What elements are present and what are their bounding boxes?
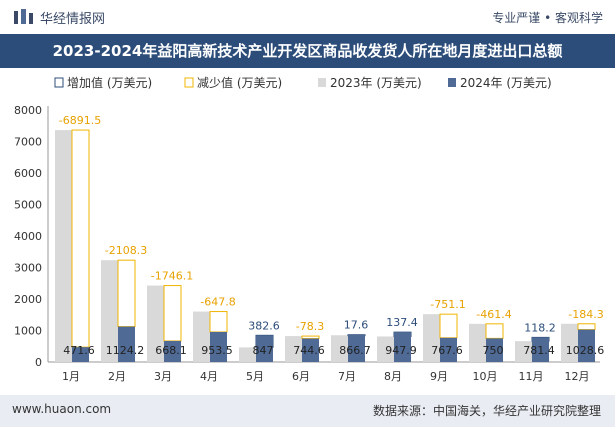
data-label-change: -1746.1 <box>151 270 193 283</box>
bar-2023 <box>285 336 302 362</box>
bar-change <box>209 311 228 333</box>
bar-2023 <box>377 336 394 362</box>
y-tick-label: 5000 <box>14 199 42 212</box>
bar-change <box>117 259 136 328</box>
legend-label: 减少值 (万美元) <box>197 75 282 90</box>
bar-2023 <box>423 314 440 362</box>
bar-2023 <box>469 323 486 362</box>
bar-2024 <box>348 334 365 362</box>
data-label-2024: 947.9 <box>385 344 417 357</box>
brand-logo-icon <box>14 9 33 24</box>
bar-2023 <box>101 260 118 362</box>
y-tick-label: 4000 <box>14 230 42 243</box>
y-tick-label: 8000 <box>14 104 42 117</box>
data-label-change: -461.4 <box>476 308 511 321</box>
x-tick-label: 9月 <box>430 370 448 383</box>
data-label-change: -751.1 <box>430 298 465 311</box>
data-label-2024: 781.4 <box>523 344 555 357</box>
bar-2023 <box>193 311 210 362</box>
x-tick-label: 11月 <box>519 370 544 383</box>
data-label-change: -184.3 <box>568 308 603 321</box>
title-bar <box>0 34 615 68</box>
legend-swatch-decrease <box>184 77 194 88</box>
bar-2024 <box>578 329 595 362</box>
y-tick-label: 7000 <box>14 136 42 149</box>
data-label-change: -78.3 <box>296 320 324 333</box>
bar-2024 <box>486 338 503 362</box>
bar-2024 <box>256 335 273 362</box>
data-label-2024: 953.5 <box>201 344 233 357</box>
x-tick-label: 10月 <box>473 370 498 383</box>
x-tick-label: 1月 <box>62 370 80 383</box>
footer-site[interactable]: www.huaon.com <box>12 402 112 416</box>
bar-2023 <box>561 323 578 362</box>
y-tick-label: 0 <box>35 356 42 369</box>
legend-swatch-2024 <box>448 78 456 87</box>
bar-2023 <box>331 335 348 362</box>
bar-2024 <box>118 326 135 362</box>
bar-2024 <box>72 347 89 362</box>
x-tick-label: 6月 <box>292 370 310 383</box>
bar-2023 <box>55 130 72 362</box>
data-label-change: 137.4 <box>386 316 418 329</box>
bar-2024 <box>164 340 181 362</box>
data-label-2024: 866.7 <box>339 344 371 357</box>
bar-change <box>163 285 182 342</box>
slogan: 专业严谨 • 客观科学 <box>492 11 603 25</box>
x-tick-label: 4月 <box>200 370 218 383</box>
chart: 0 1000 2000 3000 4000 5000 6000 7000 8000 增加值 (万美… <box>14 75 605 383</box>
data-label-2024: 847 <box>253 344 274 357</box>
bar-change <box>577 323 596 331</box>
data-label-change: -2108.3 <box>105 244 147 257</box>
data-label-2024: 471.6 <box>63 344 95 357</box>
legend-label: 增加值 (万美元) <box>67 75 152 90</box>
chart-title: 2023-2024年益阳高新技术产业开发区商品收发货人所在地月度进出口总额 <box>52 42 563 60</box>
footer-bar <box>0 395 615 427</box>
y-tick-label: 2000 <box>14 293 42 306</box>
data-label-2024: 1124.2 <box>106 344 145 357</box>
bar-2024 <box>394 332 411 362</box>
bar-2023 <box>515 341 532 362</box>
bar-2024 <box>440 337 457 362</box>
legend-swatch-2023 <box>318 78 326 87</box>
legend-label: 2024年 (万美元) <box>460 76 552 90</box>
x-tick-label: 7月 <box>338 370 356 383</box>
x-tick-label: 2月 <box>108 370 126 383</box>
x-tick-label: 12月 <box>565 370 590 383</box>
data-label-2024: 1028.6 <box>566 344 605 357</box>
data-label-2024: 744.6 <box>293 344 325 357</box>
bar-2024 <box>210 331 227 362</box>
y-tick-label: 3000 <box>14 262 42 275</box>
brand-name: 华经情报网 <box>40 12 106 27</box>
bar-2023 <box>147 285 164 362</box>
y-tick-label: 6000 <box>14 167 42 180</box>
data-label-change: 17.6 <box>344 319 369 332</box>
data-label-change: -6891.5 <box>59 114 101 127</box>
header-bar: 华经情报网 专业严谨 • 客观科学 <box>0 0 615 34</box>
footer-source: 数据来源：中国海关，华经产业研究院整理 <box>372 404 601 418</box>
y-tick-label: 1000 <box>14 325 42 338</box>
data-label-2024: 767.6 <box>431 344 463 357</box>
bar-change <box>301 335 320 340</box>
bar-change <box>71 129 90 348</box>
x-tick-label: 3月 <box>154 370 172 383</box>
data-label-2024: 668.1 <box>155 344 187 357</box>
bar-change <box>485 323 504 339</box>
legend-swatch-increase <box>54 77 64 88</box>
data-label-change: 118.2 <box>524 321 556 334</box>
legend-label: 2023年 (万美元) <box>330 76 422 90</box>
bar-change <box>439 313 458 339</box>
bar-2024 <box>302 338 319 362</box>
data-label-change: 382.6 <box>248 319 280 332</box>
data-label-change: -647.8 <box>200 296 235 309</box>
x-tick-label: 5月 <box>246 370 264 383</box>
bar-2023 <box>239 347 256 362</box>
x-tick-label: 8月 <box>384 370 402 383</box>
data-label-2024: 750 <box>483 344 504 357</box>
bar-2024 <box>532 337 549 362</box>
